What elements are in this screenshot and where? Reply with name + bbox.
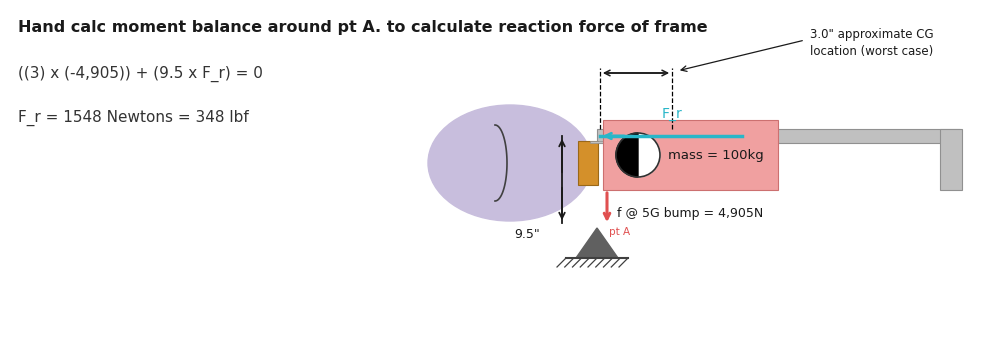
Text: 9.5": 9.5"	[514, 228, 540, 241]
Text: mass = 100kg: mass = 100kg	[668, 148, 764, 162]
Bar	[597, 129, 960, 143]
Text: pt A: pt A	[609, 227, 630, 237]
Text: F_r: F_r	[662, 107, 682, 121]
Bar	[578, 141, 598, 185]
Text: 3.0" approximate CG
location (worst case): 3.0" approximate CG location (worst case…	[810, 28, 934, 58]
Text: f @ 5G bump = 4,905N: f @ 5G bump = 4,905N	[617, 207, 763, 219]
Bar	[603, 120, 778, 190]
Bar	[590, 141, 604, 143]
Polygon shape	[576, 228, 618, 258]
Bar	[940, 129, 962, 190]
Polygon shape	[616, 133, 638, 177]
Text: F_r = 1548 Newtons = 348 lbf: F_r = 1548 Newtons = 348 lbf	[18, 110, 249, 126]
Text: Hand calc moment balance around pt A. to calculate reaction force of frame: Hand calc moment balance around pt A. to…	[18, 20, 708, 35]
Circle shape	[616, 133, 660, 177]
Polygon shape	[435, 125, 495, 201]
Text: ((3) x (-4,905)) + (9.5 x F_r) = 0: ((3) x (-4,905)) + (9.5 x F_r) = 0	[18, 66, 263, 82]
Ellipse shape	[428, 105, 592, 221]
